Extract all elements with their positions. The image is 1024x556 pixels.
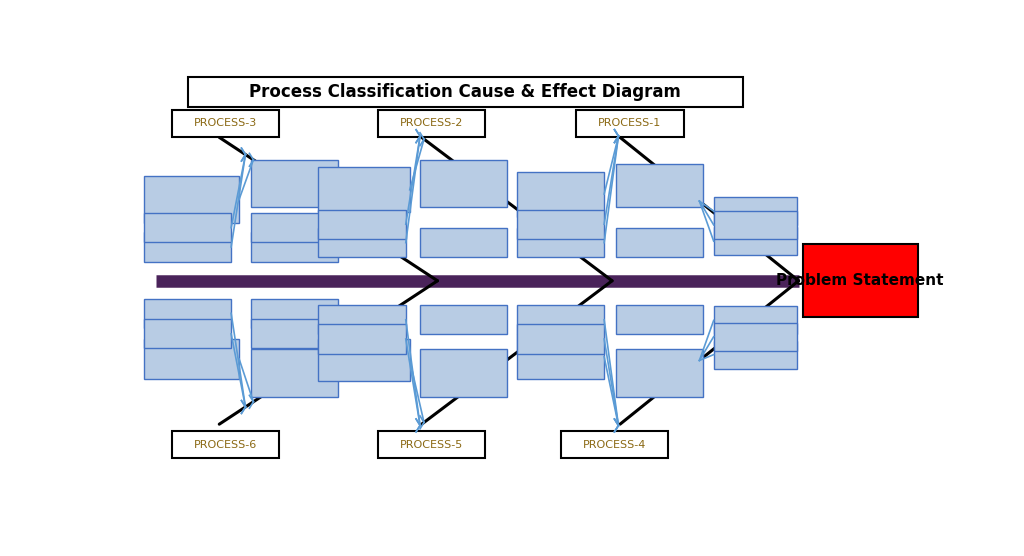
FancyBboxPatch shape <box>420 160 507 207</box>
FancyBboxPatch shape <box>172 430 279 459</box>
Text: Process Classification Cause & Effect Diagram: Process Classification Cause & Effect Di… <box>249 83 681 101</box>
FancyBboxPatch shape <box>714 322 797 351</box>
FancyBboxPatch shape <box>143 319 231 349</box>
Text: PROCESS-2: PROCESS-2 <box>399 118 463 128</box>
FancyBboxPatch shape <box>616 349 703 397</box>
FancyBboxPatch shape <box>714 341 797 369</box>
FancyBboxPatch shape <box>616 165 703 207</box>
FancyBboxPatch shape <box>318 339 410 381</box>
FancyBboxPatch shape <box>803 245 918 317</box>
FancyBboxPatch shape <box>143 232 231 261</box>
FancyBboxPatch shape <box>517 305 604 334</box>
Text: PROCESS-6: PROCESS-6 <box>194 440 257 450</box>
FancyBboxPatch shape <box>143 339 239 379</box>
FancyBboxPatch shape <box>577 110 684 137</box>
FancyBboxPatch shape <box>251 319 338 349</box>
Text: PROCESS-1: PROCESS-1 <box>598 118 662 128</box>
FancyBboxPatch shape <box>318 325 406 354</box>
FancyBboxPatch shape <box>714 211 797 239</box>
FancyBboxPatch shape <box>420 228 507 257</box>
Text: PROCESS-4: PROCESS-4 <box>583 440 646 450</box>
FancyBboxPatch shape <box>251 299 338 328</box>
FancyBboxPatch shape <box>714 306 797 334</box>
Text: PROCESS-5: PROCESS-5 <box>400 440 463 450</box>
FancyBboxPatch shape <box>714 197 797 225</box>
Text: PROCESS-3: PROCESS-3 <box>194 118 257 128</box>
FancyBboxPatch shape <box>616 305 703 334</box>
FancyBboxPatch shape <box>143 299 231 328</box>
FancyBboxPatch shape <box>187 77 743 107</box>
FancyBboxPatch shape <box>378 430 485 459</box>
FancyBboxPatch shape <box>251 232 338 261</box>
FancyBboxPatch shape <box>251 160 338 207</box>
FancyBboxPatch shape <box>517 172 604 216</box>
FancyBboxPatch shape <box>517 325 604 354</box>
Text: Problem Statement: Problem Statement <box>776 274 944 288</box>
FancyBboxPatch shape <box>517 228 604 257</box>
FancyBboxPatch shape <box>318 210 406 239</box>
FancyBboxPatch shape <box>616 228 703 257</box>
FancyBboxPatch shape <box>517 210 604 239</box>
FancyBboxPatch shape <box>378 110 485 137</box>
FancyBboxPatch shape <box>143 176 239 223</box>
FancyBboxPatch shape <box>420 305 507 334</box>
FancyBboxPatch shape <box>517 334 604 379</box>
FancyBboxPatch shape <box>318 167 410 212</box>
FancyBboxPatch shape <box>318 305 406 334</box>
FancyBboxPatch shape <box>251 349 338 397</box>
FancyBboxPatch shape <box>420 349 507 397</box>
FancyBboxPatch shape <box>143 213 231 242</box>
FancyBboxPatch shape <box>318 228 406 257</box>
FancyBboxPatch shape <box>714 227 797 255</box>
FancyBboxPatch shape <box>560 430 668 459</box>
FancyBboxPatch shape <box>251 213 338 242</box>
FancyBboxPatch shape <box>172 110 279 137</box>
